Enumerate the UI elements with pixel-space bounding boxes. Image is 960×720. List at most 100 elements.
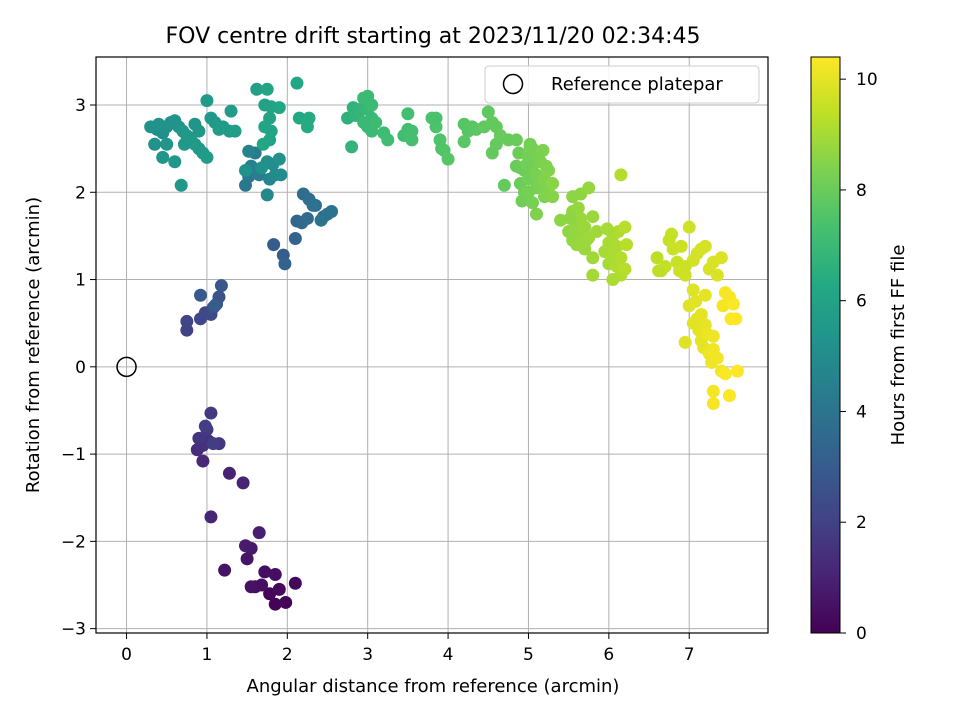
data-point bbox=[200, 150, 214, 164]
legend-box bbox=[484, 65, 760, 104]
data-point bbox=[509, 133, 523, 147]
data-point bbox=[255, 161, 269, 175]
data-point bbox=[206, 437, 220, 451]
data-point bbox=[192, 431, 206, 445]
data-point bbox=[722, 389, 736, 403]
data-point bbox=[401, 107, 415, 121]
data-point bbox=[252, 526, 266, 540]
data-point bbox=[228, 124, 242, 138]
data-point bbox=[698, 288, 712, 302]
data-point bbox=[600, 222, 614, 236]
data-point bbox=[610, 239, 624, 253]
data-point bbox=[272, 152, 286, 166]
data-point bbox=[239, 163, 253, 177]
chart-title: FOV centre drift starting at 2023/11/20 … bbox=[166, 24, 701, 49]
data-point bbox=[193, 288, 207, 302]
data-point bbox=[618, 220, 632, 234]
data-point bbox=[300, 211, 314, 225]
data-point bbox=[204, 510, 218, 524]
data-point bbox=[582, 181, 596, 195]
data-point bbox=[546, 177, 560, 191]
data-point bbox=[405, 133, 419, 147]
data-point bbox=[694, 307, 708, 321]
data-point bbox=[306, 198, 320, 212]
y-tick-label: −2 bbox=[61, 532, 86, 552]
y-tick-label: −1 bbox=[61, 445, 86, 465]
x-axis-label: Angular distance from reference (arcmin) bbox=[247, 676, 620, 697]
data-point bbox=[579, 233, 593, 247]
data-point bbox=[665, 227, 679, 241]
legend: Reference platepar bbox=[484, 65, 760, 104]
data-point bbox=[260, 82, 274, 96]
x-tick-label: 3 bbox=[362, 645, 373, 665]
x-tick-label: 5 bbox=[523, 645, 534, 665]
data-point bbox=[274, 168, 288, 182]
colorbar-tick-label: 0 bbox=[856, 624, 867, 644]
data-point bbox=[268, 597, 282, 611]
data-point bbox=[278, 257, 292, 271]
x-axis-ticks: 0 1 2 3 4 5 6 7 bbox=[121, 633, 695, 665]
data-point bbox=[678, 335, 692, 349]
reference-point bbox=[116, 356, 137, 378]
data-point bbox=[529, 207, 543, 221]
data-point bbox=[212, 122, 226, 136]
x-tick-label: 4 bbox=[443, 645, 454, 665]
data-point bbox=[441, 152, 455, 166]
data-point bbox=[521, 185, 535, 199]
data-point bbox=[710, 351, 724, 365]
data-point bbox=[730, 364, 744, 378]
data-point bbox=[606, 273, 620, 287]
data-point bbox=[258, 565, 272, 579]
colorbar-tick-label: 4 bbox=[856, 402, 867, 422]
data-point bbox=[563, 211, 577, 225]
data-point bbox=[345, 140, 359, 154]
data-point bbox=[255, 578, 269, 592]
data-point bbox=[314, 213, 328, 227]
data-point bbox=[242, 144, 256, 158]
data-point bbox=[152, 117, 166, 131]
colorbar-label: Hours from first FF file bbox=[888, 245, 909, 446]
data-point bbox=[520, 157, 534, 171]
data-point bbox=[272, 582, 286, 596]
data-point bbox=[288, 232, 302, 246]
data-point bbox=[240, 552, 254, 566]
y-tick-label: 1 bbox=[75, 271, 86, 291]
data-point bbox=[586, 268, 600, 282]
colorbar-gradient bbox=[810, 56, 841, 634]
data-point bbox=[698, 239, 712, 253]
data-point bbox=[244, 580, 258, 594]
data-point bbox=[481, 105, 495, 119]
data-point bbox=[650, 251, 664, 265]
data-point bbox=[224, 104, 238, 118]
data-point bbox=[706, 384, 720, 398]
data-point bbox=[156, 150, 170, 164]
data-point bbox=[250, 82, 264, 96]
y-tick-label: 0 bbox=[75, 358, 86, 378]
data-points bbox=[144, 76, 744, 611]
data-point bbox=[218, 563, 232, 577]
x-tick-label: 1 bbox=[202, 645, 213, 665]
data-point bbox=[571, 201, 585, 215]
data-point bbox=[196, 454, 210, 468]
data-point bbox=[168, 155, 182, 169]
data-point bbox=[618, 262, 632, 276]
y-tick-label: −3 bbox=[61, 620, 86, 640]
data-point bbox=[300, 120, 314, 134]
data-point bbox=[457, 135, 471, 149]
data-point bbox=[214, 279, 228, 293]
colorbar-tick-label: 6 bbox=[856, 292, 867, 312]
x-tick-label: 6 bbox=[603, 645, 614, 665]
data-point bbox=[357, 115, 371, 129]
data-point bbox=[239, 539, 253, 553]
y-tick-label: 3 bbox=[75, 96, 86, 116]
data-point bbox=[256, 137, 270, 151]
data-point bbox=[260, 188, 274, 202]
data-point bbox=[686, 283, 700, 297]
data-point bbox=[208, 299, 222, 313]
data-point bbox=[614, 251, 628, 265]
data-point bbox=[726, 297, 740, 311]
data-point bbox=[192, 124, 206, 138]
data-point bbox=[429, 111, 443, 125]
x-tick-label: 0 bbox=[121, 645, 132, 665]
